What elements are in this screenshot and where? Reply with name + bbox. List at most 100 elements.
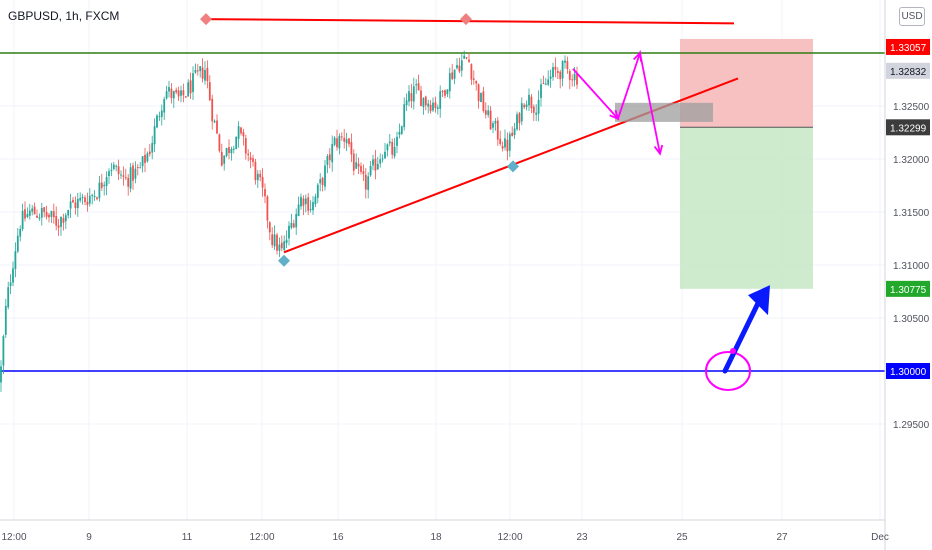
candle-body	[14, 251, 17, 269]
candle-body	[410, 93, 413, 102]
candle-body	[544, 83, 547, 85]
candle-body	[369, 166, 372, 176]
candle-body	[434, 102, 437, 108]
candle-body	[84, 197, 86, 203]
candle-body	[19, 228, 22, 237]
candle-body	[110, 169, 113, 172]
candle-body	[424, 96, 427, 106]
candle-body	[122, 175, 125, 177]
candle-body	[88, 195, 91, 204]
candle-body	[304, 198, 307, 205]
candle-body	[216, 120, 218, 134]
candle-body	[235, 136, 238, 149]
candle-body	[309, 208, 312, 210]
candle-body	[501, 145, 504, 149]
candle-body	[372, 159, 374, 166]
price-label: 1.32832	[890, 67, 927, 78]
candle-body	[79, 197, 82, 201]
candle-body	[192, 73, 194, 93]
projection-arrowhead	[633, 51, 643, 63]
candle-body	[374, 158, 377, 171]
candle-body	[465, 57, 468, 59]
candle-body	[400, 126, 403, 134]
candle-body	[297, 204, 300, 217]
price-label-bg	[886, 119, 930, 136]
candle-body	[468, 59, 470, 63]
candle-body	[528, 94, 530, 106]
candle-body	[117, 166, 120, 175]
projection-path	[572, 49, 661, 154]
candle-body	[506, 139, 509, 152]
candle-body	[388, 141, 391, 144]
time-tick-label: 12:00	[497, 532, 522, 543]
highlight-circle	[705, 351, 751, 391]
candle-body	[134, 168, 137, 179]
candle-body	[247, 153, 250, 156]
candle-body	[129, 167, 132, 189]
candle-body	[139, 167, 142, 169]
candle-body	[343, 137, 346, 142]
candle-body	[475, 80, 478, 84]
candle-body	[520, 103, 523, 122]
candle-body	[271, 234, 274, 246]
candle-body	[477, 84, 480, 102]
candle-body	[571, 79, 574, 81]
candle-body	[69, 201, 72, 209]
pivot-low-marker	[507, 160, 519, 173]
candle-body	[348, 138, 350, 145]
pivot-low-marker	[278, 254, 290, 267]
candle-body	[244, 138, 247, 154]
candle-body	[331, 144, 334, 163]
candle-body	[273, 234, 276, 247]
time-tick-label: Dec	[871, 532, 889, 543]
candle-body	[55, 215, 58, 226]
candle-body	[93, 195, 96, 198]
price-label: 1.33057	[890, 43, 927, 54]
candle-body	[242, 132, 245, 137]
candle-body	[530, 96, 533, 109]
candle-body	[31, 208, 34, 212]
candle-body	[511, 132, 514, 137]
candle-body	[249, 157, 252, 160]
candle-body	[204, 69, 206, 81]
candle-body	[549, 76, 552, 79]
candle-body	[237, 126, 240, 139]
candle-body	[225, 147, 228, 157]
candle-body	[444, 90, 446, 96]
time-tick-label: 16	[332, 532, 344, 543]
candle-body	[554, 66, 557, 70]
candle-body	[451, 72, 454, 80]
candle-body	[33, 206, 36, 215]
candle-body	[7, 287, 10, 308]
candle-body	[333, 137, 336, 145]
candle-body	[182, 90, 185, 96]
candle-body	[436, 107, 439, 109]
candle-body	[398, 131, 401, 135]
candle-body	[62, 218, 65, 223]
candle-body	[86, 201, 89, 205]
time-tick-label: 25	[676, 532, 688, 543]
candle-body	[136, 167, 139, 169]
pivot-high-marker	[200, 13, 212, 26]
candle-body	[352, 153, 355, 171]
candle-body	[324, 165, 326, 187]
candle-body	[220, 151, 223, 166]
candle-body	[264, 189, 266, 197]
candle-body	[96, 197, 98, 200]
candle-body	[206, 67, 209, 81]
candle-body	[540, 84, 542, 98]
currency-button[interactable]: USD	[899, 7, 925, 26]
price-tick-label: 1.31500	[893, 208, 930, 219]
time-tick-label: 12:00	[1, 532, 26, 543]
candle-body	[76, 199, 79, 209]
candle-body	[50, 210, 53, 217]
price-label-bg	[886, 38, 930, 55]
candle-body	[496, 120, 499, 140]
candle-body	[160, 110, 163, 117]
candle-body	[316, 184, 319, 198]
candle-body	[568, 71, 571, 80]
candle-body	[240, 127, 242, 134]
candle-body	[223, 155, 226, 164]
price-label: 1.32299	[890, 123, 927, 134]
